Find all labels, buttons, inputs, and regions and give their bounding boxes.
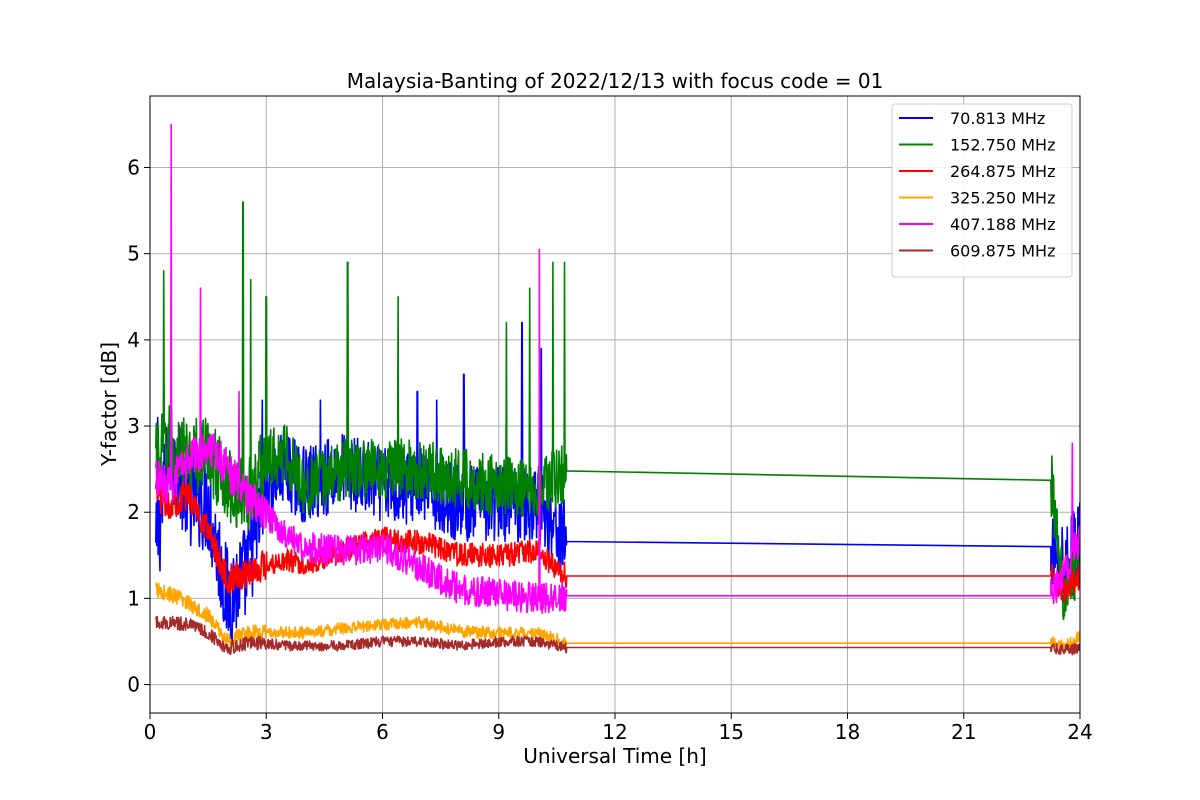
x-tick-label-4: 12	[602, 720, 627, 744]
legend-label-5: 609.875 MHz	[950, 242, 1055, 261]
x-tick-label-5: 15	[719, 720, 744, 744]
legend-label-4: 407.188 MHz	[950, 215, 1055, 234]
y-tick-label-6: 6	[127, 156, 140, 180]
legend-label-3: 325.250 MHz	[950, 189, 1055, 208]
series-line-3	[155, 582, 1080, 652]
y-tick-label-1: 1	[127, 586, 140, 610]
x-tick-label-8: 24	[1067, 720, 1092, 744]
series-line-4	[155, 123, 1080, 614]
x-tick-label-6: 18	[835, 720, 860, 744]
series-group	[155, 123, 1080, 656]
x-tick-label-7: 21	[951, 720, 976, 744]
legend-label-0: 70.813 MHz	[950, 109, 1045, 128]
x-axis-label: Universal Time [h]	[523, 744, 706, 768]
y-axis-label: Y-factor [dB]	[97, 342, 121, 467]
y-tick-label-3: 3	[127, 414, 140, 438]
x-axis-ticks: 0 3 6 9 12 15 18 21 24	[144, 713, 1093, 744]
series-line-5	[155, 615, 1080, 656]
y-tick-label-4: 4	[127, 328, 140, 352]
y-tick-label-5: 5	[127, 242, 140, 266]
series-line-1	[155, 201, 1080, 621]
chart-title: Malaysia-Banting of 2022/12/13 with focu…	[347, 69, 884, 93]
legend-box	[891, 103, 1073, 278]
y-tick-label-2: 2	[127, 500, 140, 524]
plot-area	[155, 123, 1080, 656]
y-axis-ticks: 0 1 2 3 4 5 6	[127, 156, 150, 697]
x-tick-label-3: 9	[492, 720, 505, 744]
legend-label-2: 264.875 MHz	[950, 162, 1055, 181]
x-tick-label-2: 6	[376, 720, 389, 744]
legend-label-1: 152.750 MHz	[950, 136, 1055, 155]
x-tick-label-1: 3	[260, 720, 273, 744]
legend: 70.813 MHz 152.750 MHz 264.875 MHz 325.250 …	[891, 103, 1073, 278]
y-tick-label-0: 0	[127, 673, 140, 697]
x-tick-label-0: 0	[144, 720, 157, 744]
